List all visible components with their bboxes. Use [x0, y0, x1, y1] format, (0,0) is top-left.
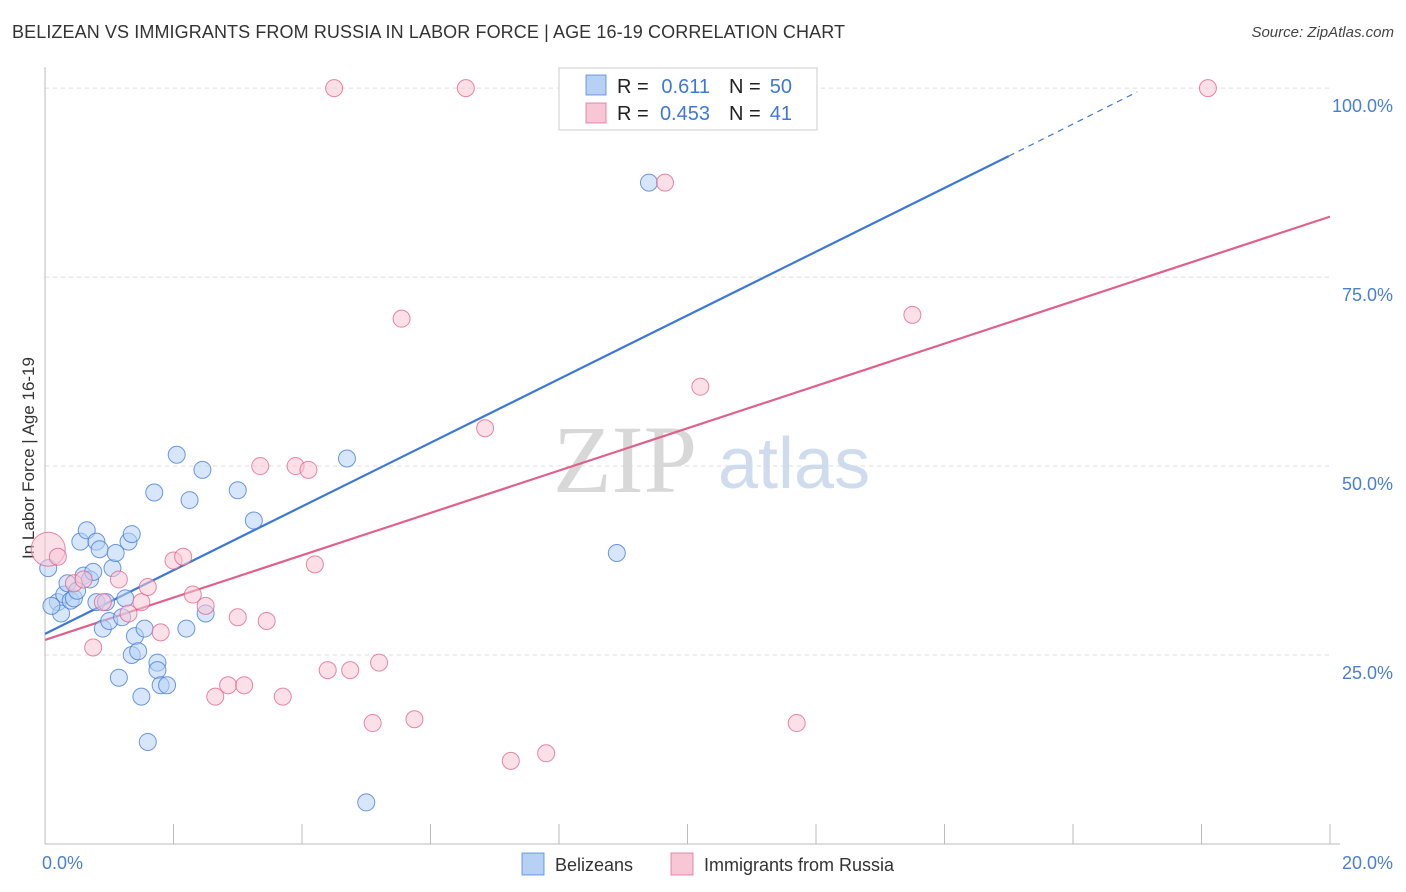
watermark-zip: ZIP — [553, 406, 697, 513]
point-russia-19 — [251, 457, 270, 476]
series-legend-swatch-belizeans — [521, 852, 545, 876]
legend-swatch-belizeans — [585, 74, 607, 96]
point-russia-3 — [74, 570, 93, 589]
point-russia-30 — [392, 309, 411, 328]
point-belizeans-21 — [109, 668, 128, 687]
stats-legend: R = 0.611 N = 50 R = 0.453 N = 41 — [558, 67, 818, 131]
point-belizeans-45 — [357, 793, 376, 812]
point-russia-27 — [341, 661, 360, 680]
point-belizeans-30 — [135, 619, 154, 638]
point-russia-20 — [257, 612, 276, 631]
legend-r-value-belizeans: 0.611 — [661, 76, 710, 98]
point-russia-34 — [501, 751, 520, 770]
point-russia-31 — [405, 710, 424, 729]
point-russia-9 — [138, 578, 157, 596]
y-tick-label-1: 50.0% — [1342, 474, 1393, 494]
point-russia-39 — [903, 305, 922, 324]
point-russia-37 — [691, 377, 710, 396]
point-russia-26 — [325, 79, 344, 98]
legend-swatch-russia — [585, 102, 607, 124]
legend-n-label-russia: N = — [729, 103, 761, 125]
legend-r-value-russia: 0.453 — [660, 103, 710, 125]
watermark: ZIP atlas — [553, 406, 870, 513]
x-tick-label-0: 0.0% — [42, 853, 83, 873]
point-belizeans-29 — [132, 687, 151, 706]
point-russia-38 — [787, 714, 806, 733]
legend-r-label-russia: R = — [617, 103, 649, 125]
point-belizeans-36 — [158, 676, 177, 695]
point-russia-1 — [48, 547, 67, 566]
point-russia-33 — [476, 419, 495, 438]
point-belizeans-14 — [90, 540, 109, 559]
point-russia-15 — [206, 687, 225, 706]
point-russia-7 — [119, 604, 138, 623]
point-russia-29 — [370, 653, 389, 672]
point-belizeans-20 — [106, 543, 125, 562]
legend-n-label-belizeans: N = — [729, 76, 761, 98]
point-russia-17 — [228, 608, 247, 627]
point-belizeans-43 — [244, 511, 263, 530]
point-belizeans-40 — [193, 460, 212, 479]
chart-title: BELIZEAN VS IMMIGRANTS FROM RUSSIA IN LA… — [12, 22, 846, 42]
point-russia-21 — [273, 687, 292, 706]
point-russia-24 — [305, 555, 324, 574]
trend-line-1 — [44, 215, 1331, 641]
point-russia-18 — [235, 676, 254, 695]
point-belizeans-23 — [116, 589, 135, 608]
trend-line-extension-0 — [1008, 91, 1138, 157]
point-russia-36 — [656, 173, 675, 192]
series-legend: Belizeans Immigrants from Russia — [521, 852, 895, 876]
series-legend-label-belizeans: Belizeans — [555, 855, 633, 875]
legend-n-value-belizeans: 50 — [770, 76, 792, 98]
y-tick-label-3: 100.0% — [1332, 96, 1393, 116]
point-russia-25 — [318, 661, 337, 680]
point-belizeans-39 — [180, 491, 199, 510]
point-belizeans-32 — [145, 483, 164, 502]
y-tick-label-2: 75.0% — [1342, 285, 1393, 305]
point-russia-16 — [219, 676, 238, 695]
point-russia-28 — [363, 714, 382, 733]
tick-labels: 25.0% 50.0% 75.0% 100.0% 0.0% 20.0% — [42, 96, 1393, 873]
axes — [44, 67, 1340, 845]
point-belizeans-26 — [122, 525, 141, 544]
series-legend-label-russia: Immigrants from Russia — [704, 855, 895, 875]
trend-line-0 — [44, 155, 1010, 635]
source-credit: Source: ZipAtlas.com — [1251, 24, 1394, 41]
data-points — [30, 79, 1217, 812]
trend-lines — [44, 91, 1331, 641]
point-belizeans-28 — [129, 642, 148, 661]
point-russia-35 — [537, 744, 556, 763]
watermark-atlas: atlas — [718, 424, 870, 504]
point-belizeans-38 — [177, 619, 196, 638]
point-russia-32 — [456, 79, 475, 98]
point-russia-4 — [84, 638, 103, 657]
point-belizeans-49 — [42, 596, 61, 615]
point-belizeans-34 — [148, 661, 167, 680]
point-belizeans-37 — [167, 445, 186, 464]
point-belizeans-47 — [639, 173, 658, 192]
series-legend-swatch-russia — [670, 852, 694, 876]
x-tick-label-1: 20.0% — [1342, 853, 1393, 873]
legend-n-value-russia: 41 — [770, 103, 792, 125]
y-axis-title: In Labor Force | Age 16-19 — [19, 357, 38, 559]
point-belizeans-44 — [337, 449, 356, 468]
point-russia-8 — [132, 593, 151, 612]
grid-lines — [45, 87, 1330, 656]
point-russia-40 — [1198, 79, 1217, 98]
point-russia-10 — [151, 623, 170, 642]
legend-r-label-belizeans: R = — [617, 76, 649, 98]
point-russia-23 — [299, 460, 318, 479]
point-russia-5 — [93, 593, 112, 612]
point-belizeans-31 — [138, 732, 157, 751]
point-belizeans-42 — [228, 481, 247, 500]
point-russia-12 — [174, 547, 193, 566]
point-belizeans-46 — [607, 543, 626, 562]
point-russia-13 — [183, 585, 202, 604]
point-russia-6 — [109, 570, 128, 589]
y-tick-label-0: 25.0% — [1342, 663, 1393, 683]
point-russia-14 — [196, 596, 215, 615]
